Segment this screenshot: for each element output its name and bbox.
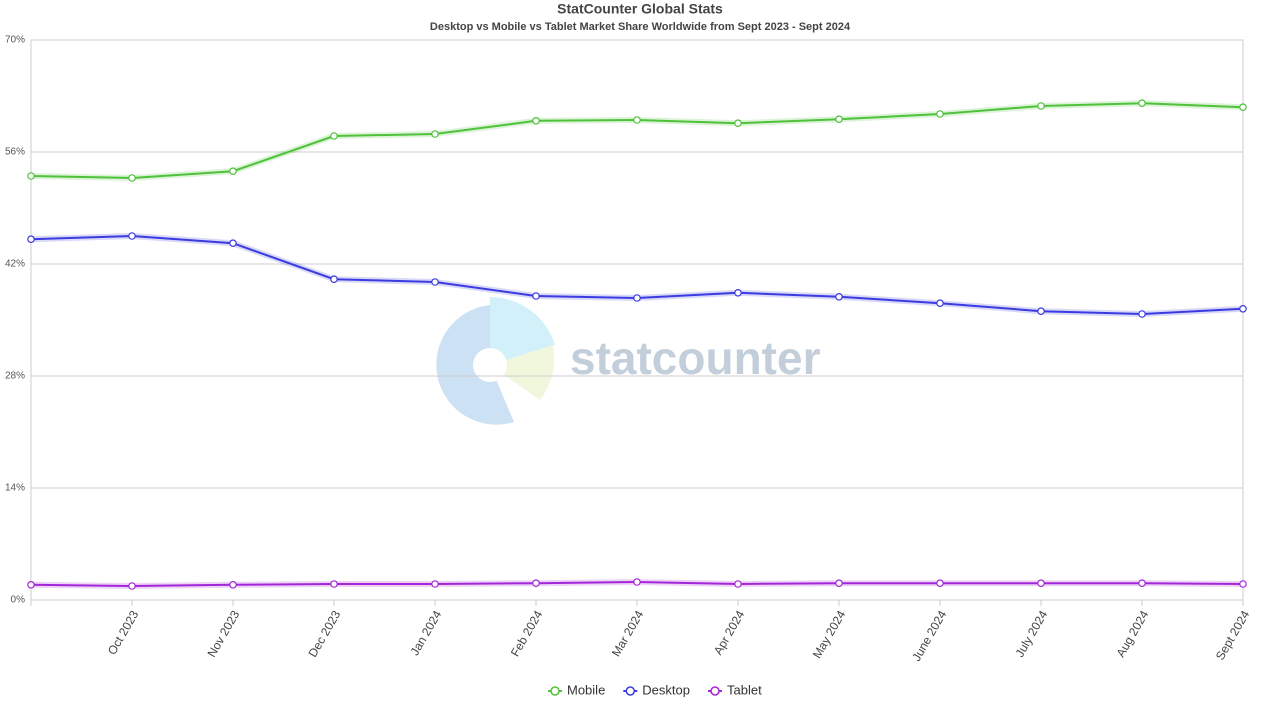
legend-marker — [550, 686, 560, 696]
legend-label: Mobile — [567, 682, 605, 697]
x-tick-label: Dec 2023 — [306, 608, 344, 660]
data-point — [330, 132, 338, 140]
chart-title: StatCounter Global Stats — [557, 1, 723, 17]
data-point — [431, 278, 439, 286]
data-point — [1037, 579, 1045, 588]
data-point — [431, 130, 439, 138]
data-point — [1239, 304, 1247, 313]
data-point — [532, 117, 540, 125]
data-point — [1138, 99, 1146, 108]
data-point — [936, 110, 944, 118]
y-tick-label: 28% — [5, 371, 25, 382]
data-point — [1138, 310, 1146, 318]
data-point — [128, 582, 136, 590]
x-tick-label: May 2024 — [810, 608, 849, 661]
x-tick-label: July 2024 — [1013, 608, 1051, 660]
x-tick-label: Mar 2024 — [609, 608, 647, 659]
data-point — [128, 232, 136, 240]
data-point — [633, 294, 641, 302]
chart-subtitle: Desktop vs Mobile vs Tablet Market Share… — [430, 21, 851, 33]
data-point — [229, 239, 237, 248]
x-tick-label: Aug 2024 — [1114, 608, 1152, 660]
data-point — [633, 578, 641, 586]
data-point — [835, 115, 843, 124]
legend-label: Tablet — [727, 682, 762, 697]
data-point — [633, 116, 641, 124]
series-line-shadow — [30, 100, 1244, 182]
series-line-shadow — [30, 232, 1244, 318]
y-tick-label: 0% — [11, 595, 26, 606]
data-point — [27, 580, 35, 589]
data-point — [229, 167, 237, 176]
data-point — [936, 299, 944, 308]
data-point — [936, 579, 944, 588]
data-point — [1239, 103, 1247, 112]
data-point — [431, 580, 439, 588]
data-point — [835, 292, 843, 301]
legend: Mobile Desktop Tablet — [548, 682, 762, 697]
x-tick-label: Feb 2024 — [508, 608, 546, 659]
data-point — [27, 235, 35, 244]
data-point — [330, 580, 338, 588]
data-point — [734, 580, 742, 588]
y-tick-label: 56% — [5, 147, 25, 158]
legend-label: Desktop — [642, 682, 690, 697]
data-point — [128, 174, 136, 182]
data-point — [1138, 579, 1146, 588]
data-point — [835, 579, 843, 588]
x-tick-label: June 2024 — [909, 608, 949, 664]
data-point — [532, 579, 540, 588]
legend-marker — [625, 686, 636, 696]
data-point — [734, 119, 742, 128]
x-tick-label: Apr 2024 — [711, 608, 748, 657]
y-tick-label: 14% — [5, 483, 25, 494]
plot-area — [30, 39, 1244, 601]
y-tick-label: 70% — [5, 35, 25, 46]
x-tick-label: Sept 2024 — [1213, 608, 1253, 663]
x-tick-label: Jan 2024 — [408, 608, 445, 658]
legend-marker — [710, 686, 720, 696]
watermark-logo — [436, 297, 555, 425]
data-point — [229, 580, 237, 589]
data-point — [1037, 102, 1045, 110]
watermark: statcounter — [570, 332, 821, 384]
data-point — [734, 288, 742, 297]
y-tick-label: 42% — [5, 259, 25, 270]
x-tick-label: Oct 2023 — [105, 608, 142, 657]
data-point — [1239, 580, 1247, 588]
x-tick-label: Nov 2023 — [205, 608, 243, 660]
series-line — [30, 234, 1244, 316]
data-point — [532, 292, 540, 300]
data-point — [27, 172, 35, 180]
data-point — [330, 275, 338, 284]
series-line — [30, 102, 1244, 180]
data-point — [1037, 307, 1045, 316]
